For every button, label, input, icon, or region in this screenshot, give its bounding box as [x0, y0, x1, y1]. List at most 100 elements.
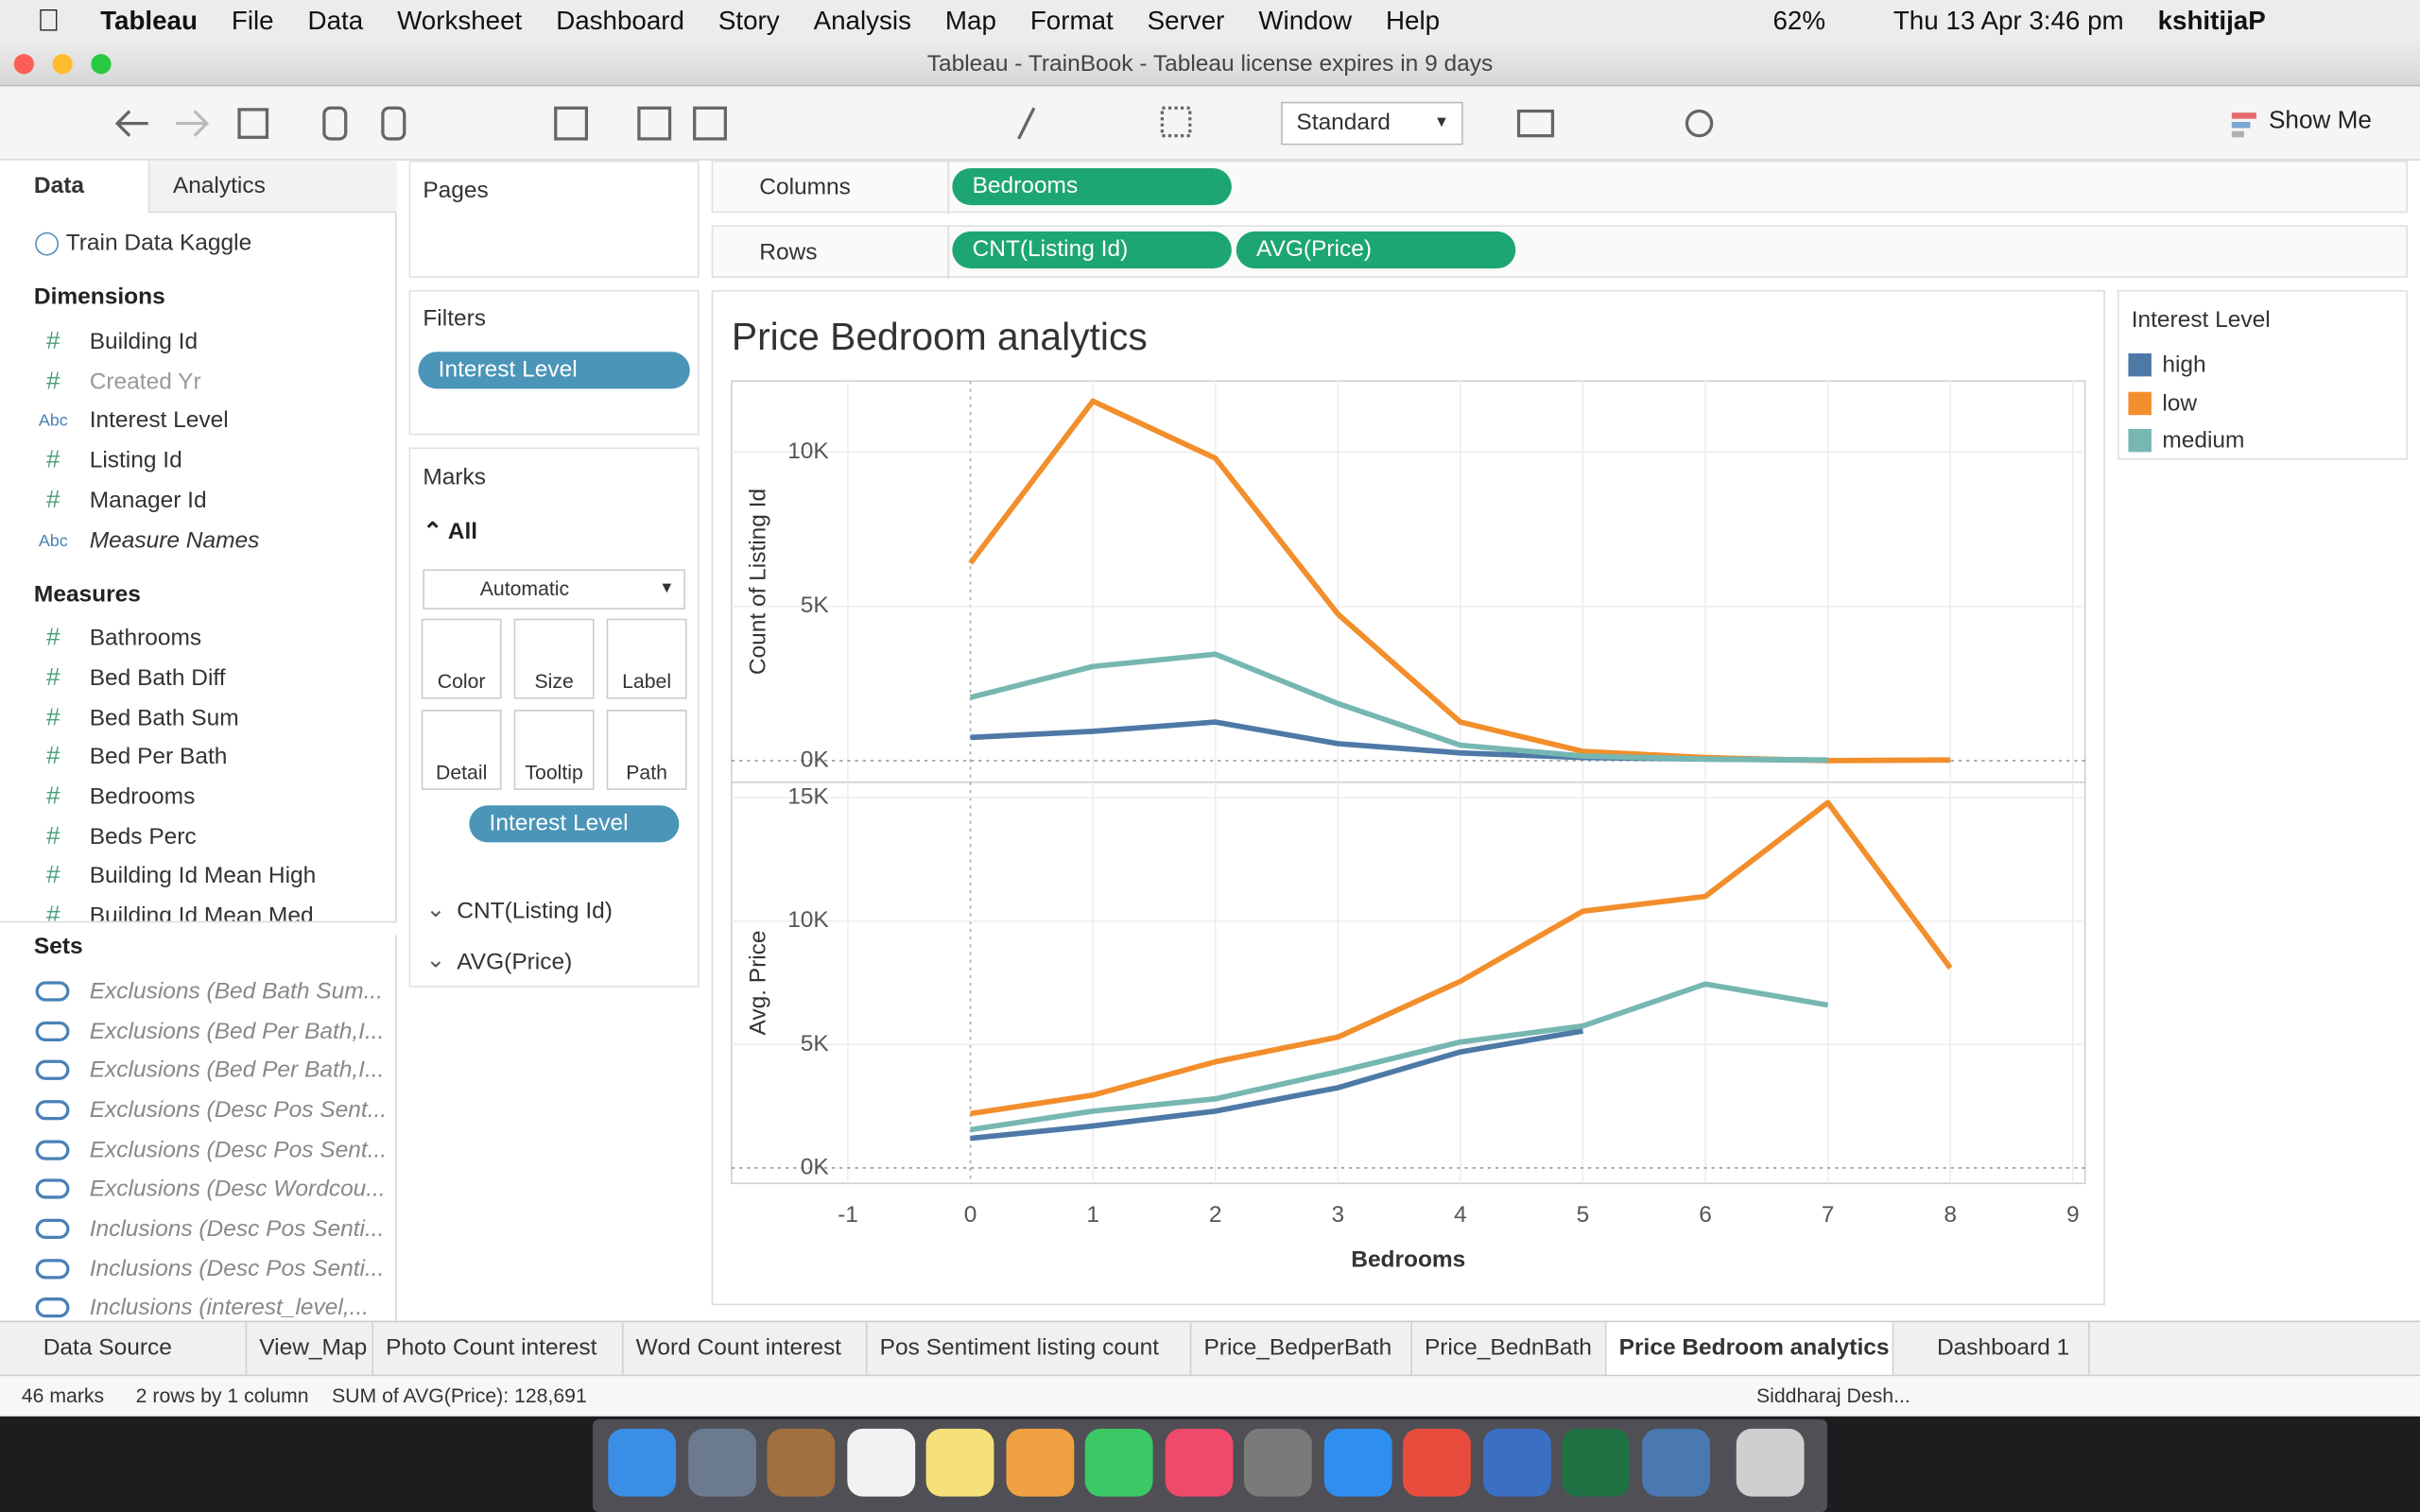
- dock-icon[interactable]: [687, 1428, 756, 1497]
- new-sheet-icon[interactable]: [554, 106, 589, 141]
- measure-field[interactable]: Building Id Mean High: [89, 863, 317, 890]
- dimension-field[interactable]: Building Id: [89, 328, 199, 355]
- measure-field[interactable]: Bedrooms: [89, 783, 196, 811]
- dock-icon[interactable]: [846, 1428, 915, 1497]
- marks-button[interactable]: Label: [606, 618, 687, 699]
- share-icon[interactable]: [1685, 109, 1714, 138]
- set-field[interactable]: Exclusions (Bed Per Bath,I...: [89, 1017, 385, 1044]
- dimension-field[interactable]: Measure Names: [89, 526, 260, 554]
- set-field[interactable]: Exclusions (Desc Pos Sent...: [89, 1136, 388, 1163]
- status-user[interactable]: Siddharaj Desh...: [1755, 1383, 1910, 1407]
- dock-icon[interactable]: [1482, 1428, 1550, 1497]
- data-source-name: Train Data Kaggle: [65, 230, 252, 257]
- user-name[interactable]: kshitijaP: [2157, 6, 2266, 36]
- analytics-tab[interactable]: Analytics: [147, 160, 397, 214]
- column-pill[interactable]: Bedrooms: [952, 167, 1232, 206]
- sheet-tab[interactable]: Photo Count interest: [373, 1322, 624, 1375]
- text-icon[interactable]: [1160, 106, 1192, 138]
- set-field[interactable]: Inclusions (Desc Pos Senti...: [89, 1215, 385, 1243]
- show-me-button[interactable]: Show Me: [2269, 108, 2372, 135]
- dock-icon[interactable]: [1562, 1428, 1631, 1497]
- dimension-field[interactable]: Interest Level: [89, 407, 229, 435]
- dock-icon[interactable]: [1084, 1428, 1153, 1497]
- menu-item[interactable]: Server: [1124, 6, 1225, 36]
- dock-icon[interactable]: [1005, 1428, 1074, 1497]
- forward-icon[interactable]: [176, 110, 210, 137]
- set-field[interactable]: Inclusions (interest_level,...: [89, 1295, 370, 1322]
- dock-icon[interactable]: [1403, 1428, 1471, 1497]
- save-icon[interactable]: [237, 108, 269, 139]
- sheet-tab[interactable]: Data Source: [0, 1322, 248, 1375]
- set-field[interactable]: Exclusions (Desc Pos Sent...: [89, 1096, 388, 1124]
- dock-icon[interactable]: [1736, 1428, 1805, 1497]
- back-icon[interactable]: [114, 110, 148, 137]
- dock-icon[interactable]: [1323, 1428, 1392, 1497]
- dock-icon[interactable]: [1641, 1428, 1710, 1497]
- mark-type-dropdown[interactable]: Automatic ▼: [423, 569, 685, 610]
- measure-field[interactable]: Bathrooms: [89, 625, 202, 652]
- pause-icon[interactable]: [381, 106, 406, 141]
- legend-label[interactable]: low: [2162, 389, 2198, 416]
- dock-icon[interactable]: [925, 1428, 994, 1497]
- app-menu[interactable]: Tableau: [77, 6, 198, 36]
- duplicate-icon[interactable]: [637, 106, 672, 141]
- color-pill[interactable]: Interest Level: [469, 805, 680, 843]
- sheet-tab[interactable]: Pos Sentiment listing count: [868, 1322, 1192, 1375]
- marks-section[interactable]: AVG(Price): [457, 949, 573, 975]
- menu-item[interactable]: Map: [922, 6, 996, 36]
- menu-item[interactable]: Dashboard: [532, 6, 684, 36]
- fit-dropdown[interactable]: Standard ▼: [1281, 101, 1463, 146]
- new-source-icon[interactable]: [322, 106, 348, 141]
- apple-icon[interactable]: : [37, 4, 60, 40]
- set-field[interactable]: Exclusions (Bed Per Bath,I...: [89, 1057, 385, 1084]
- menu-item[interactable]: Window: [1235, 6, 1352, 36]
- measure-field[interactable]: Bed Bath Diff: [89, 664, 226, 692]
- presentation-icon[interactable]: [1516, 109, 1555, 138]
- data-tab[interactable]: Data: [33, 172, 85, 199]
- measure-field[interactable]: Bed Per Bath: [89, 744, 228, 771]
- menu-item[interactable]: Format: [1007, 6, 1114, 36]
- measure-field[interactable]: Bed Bath Sum: [89, 704, 239, 731]
- marks-button[interactable]: Tooltip: [513, 710, 595, 790]
- zoom-button[interactable]: [91, 54, 112, 75]
- clear-icon[interactable]: [693, 106, 727, 141]
- marks-button[interactable]: Color: [421, 618, 502, 699]
- sheet-tab[interactable]: Dashboard 1: [1893, 1322, 2090, 1375]
- legend-label[interactable]: medium: [2162, 427, 2245, 454]
- highlight-icon[interactable]: [1017, 107, 1036, 140]
- sheet-tab[interactable]: Price Bedroom analytics: [1606, 1322, 1894, 1375]
- row-pill[interactable]: CNT(Listing Id): [952, 231, 1232, 269]
- set-field[interactable]: Inclusions (Desc Pos Senti...: [89, 1255, 385, 1282]
- menu-item[interactable]: Story: [695, 6, 780, 36]
- dock-icon[interactable]: [1164, 1428, 1233, 1497]
- set-field[interactable]: Exclusions (Desc Wordcou...: [89, 1176, 386, 1203]
- menu-item[interactable]: Worksheet: [373, 6, 522, 36]
- minimize-button[interactable]: [52, 54, 73, 75]
- close-button[interactable]: [13, 54, 34, 75]
- set-field[interactable]: Exclusions (Bed Bath Sum...: [89, 977, 384, 1005]
- marks-all[interactable]: ⌃ All: [423, 518, 478, 545]
- data-source[interactable]: ◯ Train Data Kaggle: [33, 230, 252, 257]
- marks-section[interactable]: CNT(Listing Id): [457, 898, 613, 924]
- row-pill[interactable]: AVG(Price): [1236, 231, 1516, 269]
- sheet-tab[interactable]: Price_BedperBath: [1191, 1322, 1412, 1375]
- marks-button[interactable]: Detail: [421, 710, 502, 790]
- dock-icon[interactable]: [608, 1428, 677, 1497]
- measure-field[interactable]: Beds Perc: [89, 823, 197, 850]
- sheet-tab[interactable]: View_Map: [247, 1322, 374, 1375]
- legend-label[interactable]: high: [2162, 352, 2206, 378]
- dock-icon[interactable]: [767, 1428, 836, 1497]
- dimension-field[interactable]: Manager Id: [89, 487, 207, 514]
- menu-item[interactable]: File: [208, 6, 274, 36]
- marks-button[interactable]: Size: [513, 618, 595, 699]
- dimension-field[interactable]: Listing Id: [89, 447, 182, 474]
- menu-item[interactable]: Data: [285, 6, 364, 36]
- menu-item[interactable]: Analysis: [790, 6, 911, 36]
- marks-button[interactable]: Path: [606, 710, 687, 790]
- sheet-tab[interactable]: Price_BednBath: [1412, 1322, 1607, 1375]
- dimension-field[interactable]: Created Yr: [89, 368, 201, 395]
- sheet-tab[interactable]: Word Count interest: [624, 1322, 868, 1375]
- filter-pill[interactable]: Interest Level: [418, 352, 690, 389]
- menu-item[interactable]: Help: [1362, 6, 1440, 36]
- dock-icon[interactable]: [1243, 1428, 1312, 1497]
